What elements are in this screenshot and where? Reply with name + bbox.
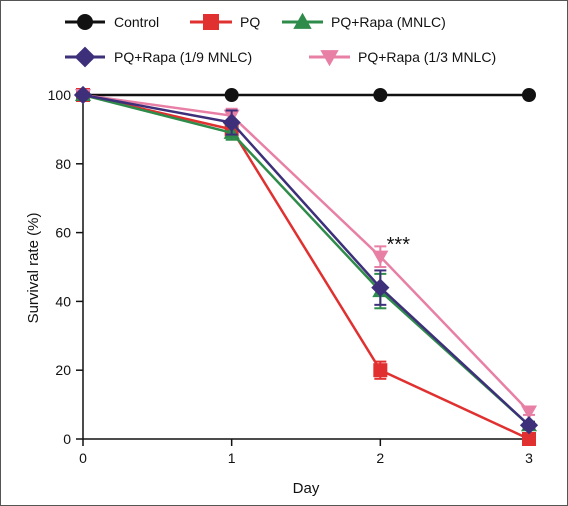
legend-marker	[77, 14, 93, 30]
legend-marker	[74, 46, 96, 68]
data-point	[373, 88, 388, 102]
y-tick-label: 40	[55, 293, 71, 309]
y-tick-label: 20	[55, 362, 71, 378]
data-point	[373, 363, 388, 378]
legend-marker	[293, 12, 312, 29]
data-point	[73, 85, 93, 105]
legend-item: Control	[65, 14, 159, 30]
legend-label: PQ+Rapa (1/3 MNLC)	[358, 49, 496, 65]
y-tick-label: 0	[63, 431, 71, 447]
x-tick-label: 0	[79, 450, 87, 466]
legend-item: PQ+Rapa (MNLC)	[282, 12, 446, 30]
series-line	[82, 93, 530, 413]
series-line	[82, 93, 530, 441]
legend-marker	[320, 50, 339, 67]
x-axis-title: Day	[293, 480, 320, 497]
legend-item: PQ+Rapa (1/9 MNLC)	[65, 46, 252, 68]
legend: Control PQ PQ+Rapa (MNLC) PQ+Rapa (1/9 MNLC…	[65, 12, 496, 68]
legend-item: PQ	[190, 14, 260, 30]
legend-label: Control	[114, 14, 159, 30]
legend-label: PQ	[240, 14, 260, 30]
data-point	[372, 250, 389, 265]
data-point	[520, 405, 538, 420]
y-axis-title: Survival rate (%)	[25, 213, 42, 324]
legend-marker	[203, 14, 219, 30]
y-tick-label: 80	[55, 156, 71, 172]
x-tick-label: 1	[228, 450, 236, 466]
data-point	[222, 113, 241, 132]
x-tick-label: 3	[525, 450, 533, 466]
y-tick-label: 60	[55, 225, 71, 241]
significance-annotation: ***	[387, 234, 411, 256]
y-tick-label: 100	[48, 87, 72, 103]
series-line	[82, 93, 530, 427]
series-control	[76, 88, 536, 102]
axes: 0 1 2 3 0 20 40 60 80 100	[48, 87, 533, 466]
x-tick-label: 2	[376, 450, 384, 466]
data-point	[522, 432, 536, 446]
annotations: ***	[387, 234, 411, 256]
series-layer	[73, 85, 539, 446]
series-pq	[76, 88, 536, 446]
series-line	[82, 93, 530, 427]
data-point	[224, 88, 239, 102]
data-point	[371, 278, 390, 297]
data-point	[522, 88, 536, 102]
data-point	[519, 416, 539, 435]
legend-label: PQ+Rapa (1/9 MNLC)	[114, 49, 252, 65]
legend-label: PQ+Rapa (MNLC)	[331, 14, 446, 30]
legend-item: PQ+Rapa (1/3 MNLC)	[309, 49, 496, 67]
series-pq-rapa-mnlc-	[74, 86, 538, 432]
series-pq-rapa-1-9-mnlc-	[73, 85, 539, 435]
